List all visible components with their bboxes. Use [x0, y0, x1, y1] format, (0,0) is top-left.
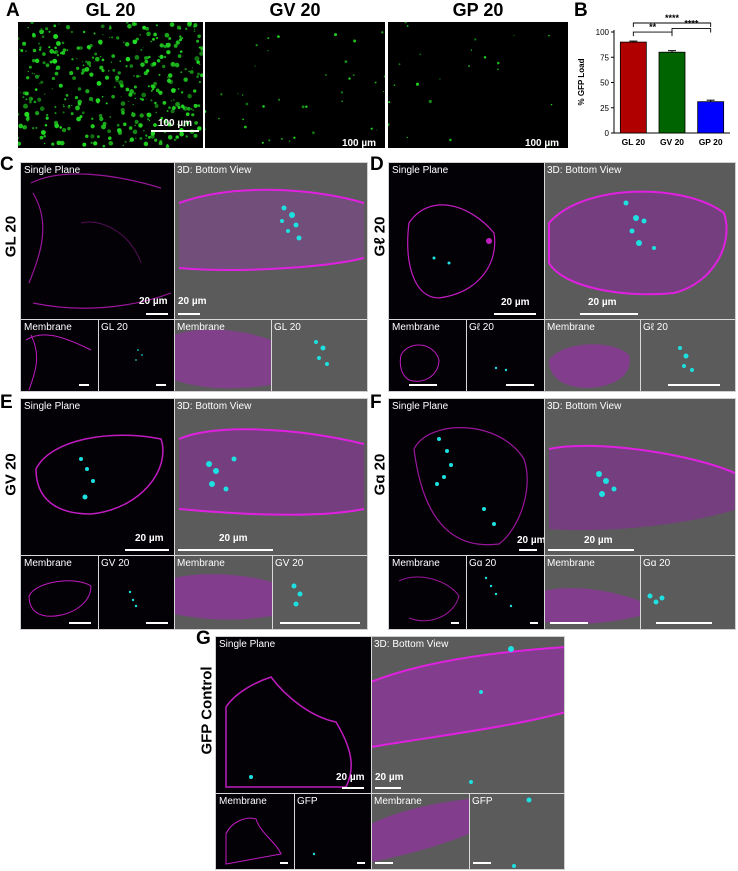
y-tick-label-0: 0 — [605, 129, 610, 138]
bar-2 — [697, 101, 725, 134]
panel-letter-g: G — [196, 628, 211, 649]
y-tick-label-2: 50 — [600, 79, 609, 88]
d-membrane-1: Membrane — [389, 320, 466, 391]
f-membrane-1: Membrane — [389, 556, 466, 629]
e-bottom-view: 3D: Bottom View 20 µm — [174, 399, 367, 555]
g-channel-2: GFP — [469, 794, 564, 869]
e-membrane-2: Membrane — [174, 556, 272, 629]
micrograph-gl20: 100 µm — [18, 22, 203, 148]
scale-bar-a3: 100 µm — [519, 138, 565, 148]
c-channel-2: GL 20 — [271, 320, 367, 391]
e-membrane-1: Membrane — [21, 556, 98, 629]
panel-letter-d: D — [370, 154, 384, 175]
bar-1 — [658, 51, 686, 134]
row-label-e: GV 20 — [2, 453, 20, 496]
significance-label-2: **** — [665, 13, 680, 23]
scale-bar-a2: 100 µm — [336, 138, 382, 148]
panel-letter-e: E — [0, 392, 13, 413]
d-bottom-view: 3D: Bottom View 20 µm — [544, 163, 735, 319]
y-tick-label-3: 75 — [600, 53, 609, 62]
significance-bracket-2 — [632, 22, 712, 27]
panel-e: Single Plane 20 µm 3D: Bottom View 20 µm… — [20, 398, 368, 630]
panel-letter-f: F — [370, 392, 382, 413]
micrograph-gp20: 100 µm — [388, 22, 568, 148]
x-tick-label-0: GL 20 — [622, 137, 646, 147]
panel-a-title-2: GV 20 — [269, 0, 321, 20]
f-channel-2: Gɑ 20 — [640, 556, 735, 629]
panel-a-title-1: GL 20 — [85, 0, 136, 20]
panel-f: Single Plane 20 µm 3D: Bottom View 20 µm… — [388, 398, 736, 630]
c-single-plane: Single Plane 20 µm — [21, 163, 174, 319]
d-channel-2: Gℓ 20 — [640, 320, 735, 391]
e-channel-1: GV 20 — [98, 556, 174, 629]
d-channel-1: Gℓ 20 — [466, 320, 544, 391]
row-label-f: Gɑ 20 — [371, 453, 389, 496]
bar-0 — [619, 41, 647, 134]
g-single-plane: Single Plane 20 µm — [216, 637, 371, 793]
f-membrane-2: Membrane — [544, 556, 640, 629]
significance-label-0: ** — [649, 22, 657, 32]
scale-bar-a1: 100 µm — [151, 118, 199, 132]
panel-c: Single Plane 20 µm 3D: Bottom View 20 µm… — [20, 162, 368, 392]
y-tick-label-4: 100 — [596, 28, 610, 37]
c-membrane-2: Membrane — [174, 320, 271, 391]
panel-a-title-3: GP 20 — [452, 0, 504, 20]
g-channel-1: GFP — [294, 794, 371, 869]
g-bottom-view: 3D: Bottom View 20 µm — [371, 637, 564, 793]
c-bottom-view: 3D: Bottom View 20 µm — [174, 163, 367, 319]
significance-bracket-0 — [632, 31, 673, 37]
d-single-plane: Single Plane 20 µm — [389, 163, 544, 319]
g-membrane-1: Membrane — [216, 794, 294, 869]
panel-g: Single Plane 20 µm 3D: Bottom View 20 µm… — [215, 636, 565, 870]
y-tick-label-1: 25 — [600, 104, 609, 113]
y-axis-label: % GFP Load — [577, 58, 586, 105]
significance-bracket-1 — [671, 28, 712, 33]
d-membrane-2: Membrane — [544, 320, 640, 391]
c-channel-1: GL 20 — [98, 320, 174, 391]
row-label-d: Gℓ 20 — [371, 216, 389, 257]
g-membrane-2: Membrane — [371, 794, 469, 869]
e-channel-2: GV 20 — [272, 556, 367, 629]
row-label-c: GL 20 — [2, 215, 20, 258]
f-single-plane: Single Plane 20 µm — [389, 399, 544, 555]
significance-label-1: **** — [684, 19, 699, 29]
e-single-plane: Single Plane 20 µm — [21, 399, 174, 555]
panel-letter-b: B — [574, 0, 588, 21]
micrograph-gv20: 100 µm — [205, 22, 385, 148]
x-tick-label-1: GV 20 — [660, 137, 684, 147]
panel-letter-a: A — [6, 0, 20, 21]
row-label-g: GFP Control — [198, 666, 216, 755]
panel-d: Single Plane 20 µm 3D: Bottom View 20 µm… — [388, 162, 736, 392]
x-tick-label-2: GP 20 — [699, 137, 723, 147]
panel-letter-c: C — [0, 154, 14, 175]
c-membrane-1: Membrane — [21, 320, 98, 391]
f-bottom-view: 3D: Bottom View 20 µm — [544, 399, 735, 555]
f-channel-1: Gɑ 20 — [466, 556, 544, 629]
